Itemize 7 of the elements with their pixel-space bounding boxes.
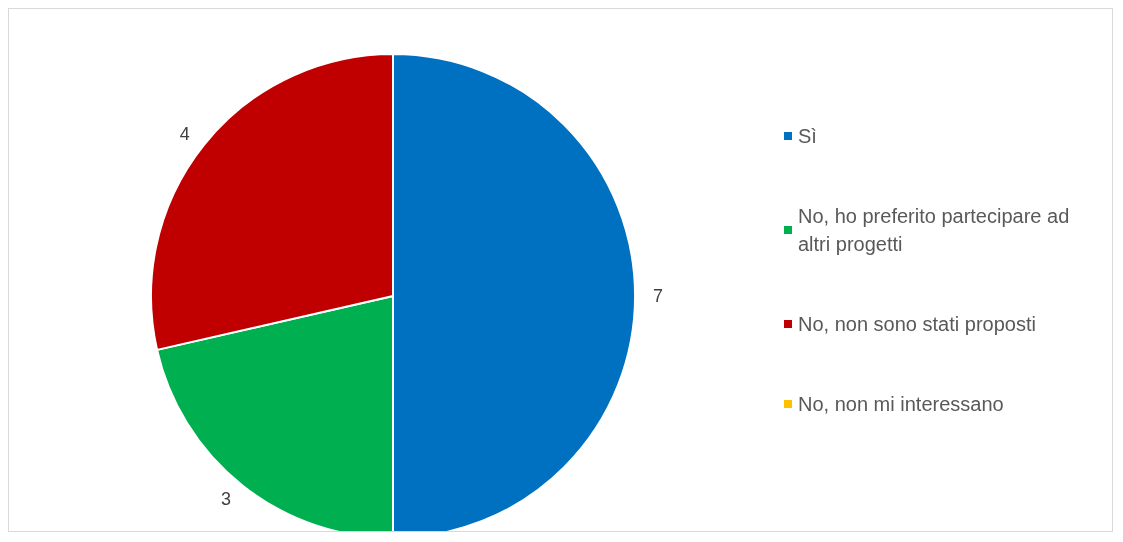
legend-label: No, non sono stati proposti bbox=[798, 313, 1036, 335]
data-label: 3 bbox=[220, 489, 231, 510]
legend-label: No, non mi interessano bbox=[798, 393, 1004, 415]
legend-label: No, ho preferito partecipare ad altri progetti bbox=[798, 205, 1075, 255]
data-label: 7 bbox=[653, 286, 664, 306]
legend-label: Sì bbox=[798, 125, 817, 147]
data-label: 4 bbox=[179, 123, 190, 144]
